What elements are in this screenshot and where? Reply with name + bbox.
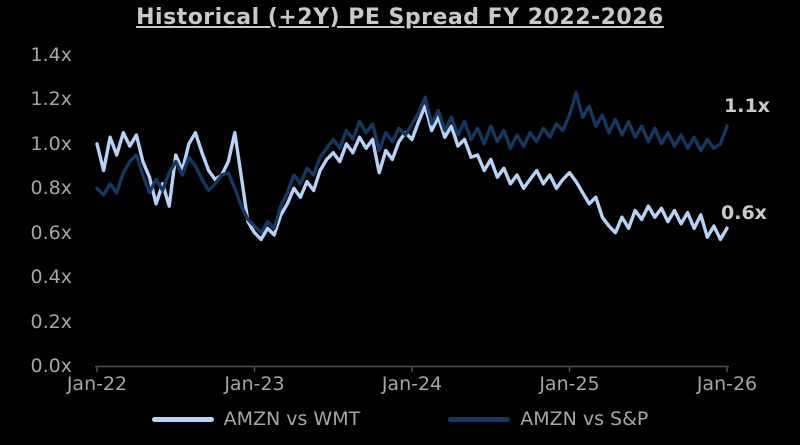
legend-line-sp-icon [448,416,511,422]
series-end-label-wmt: 0.6x [721,202,767,225]
legend-label-sp: AMZN vs S&P [520,408,649,430]
series-line-amzn-vs-wmt [95,104,729,242]
series-line-amzn-vs-sp [95,91,729,235]
legend-item-amzn-vs-sp: AMZN vs S&P [448,408,648,430]
y-tick-label: 0.2x [30,310,72,333]
y-tick-label: 1.2x [30,88,72,111]
series-end-label-sp: 1.1x [724,95,770,118]
x-tick-label: Jan-26 [696,373,758,395]
y-tick-label: 1.0x [30,132,72,155]
legend-line-wmt-icon [151,416,214,422]
y-tick-label: 0.8x [30,177,72,200]
x-tick-label: Jan-23 [224,373,285,395]
legend-item-amzn-vs-wmt: AMZN vs WMT [151,408,361,430]
y-tick-label: 0.0x [30,355,72,377]
x-tick-label: Jan-22 [66,373,128,395]
y-tick-label: 1.4x [30,44,72,66]
x-tick-label: Jan-25 [539,373,600,395]
legend: AMZN vs WMT AMZN vs S&P [0,408,800,430]
y-tick-label: 0.6x [30,221,72,244]
y-tick-label: 0.4x [30,266,72,289]
x-tick-label: Jan-24 [381,373,443,395]
chart-title: Historical (+2Y) PE Spread FY 2022-2026 [136,5,664,30]
legend-label-wmt: AMZN vs WMT [223,408,361,430]
